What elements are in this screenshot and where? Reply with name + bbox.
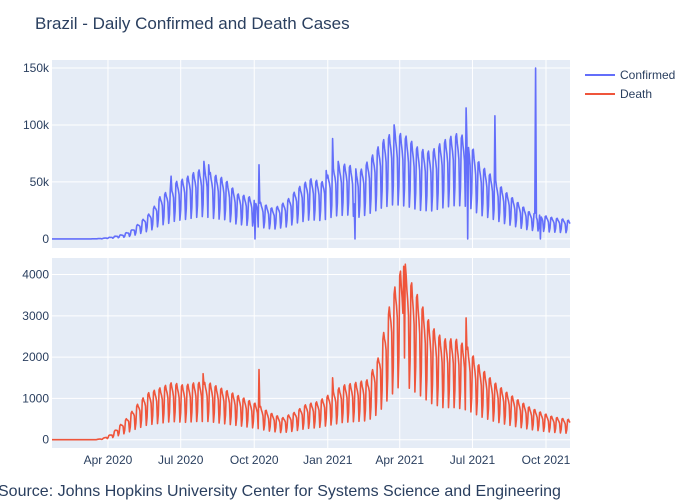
y-tick-label: 0	[42, 232, 49, 246]
legend-death-label[interactable]: Death	[620, 87, 652, 101]
y-tick-label: 150k	[23, 61, 50, 75]
x-tick-label: Jan 2021	[303, 453, 353, 467]
series-line-death[interactable]	[52, 263, 571, 441]
x-tick-label: Jul 2020	[158, 453, 204, 467]
series-line-confirmed[interactable]	[52, 67, 571, 240]
x-tick-label: Apr 2021	[375, 453, 424, 467]
y-tick-label: 3000	[22, 309, 49, 323]
plot-area-confirmed	[52, 60, 570, 248]
tick-layer: Apr 2020 Jul 2020 Oct 2020 Jan 2021 Apr 2021…	[22, 61, 570, 467]
legend: Confirmed Death	[585, 68, 675, 101]
x-tick-label: Oct 2020	[230, 453, 279, 467]
x-tick-label: Oct 2021	[522, 453, 571, 467]
source-note: Source: Johns Hopkins University Center …	[0, 483, 561, 500]
y-tick-label: 0	[42, 433, 49, 447]
x-tick-label: Apr 2020	[84, 453, 133, 467]
legend-confirmed-label[interactable]: Confirmed	[620, 68, 675, 82]
y-tick-label: 2000	[22, 350, 49, 364]
x-tick-label: Jul 2021	[450, 453, 496, 467]
plot-area-death	[52, 258, 570, 448]
chart-title: Brazil - Daily Confirmed and Death Cases	[35, 14, 350, 33]
series-layer	[52, 67, 571, 441]
y-tick-label: 4000	[22, 268, 49, 282]
y-tick-label: 50k	[30, 175, 50, 189]
y-tick-label: 1000	[22, 391, 49, 405]
y-tick-label: 100k	[23, 118, 50, 132]
